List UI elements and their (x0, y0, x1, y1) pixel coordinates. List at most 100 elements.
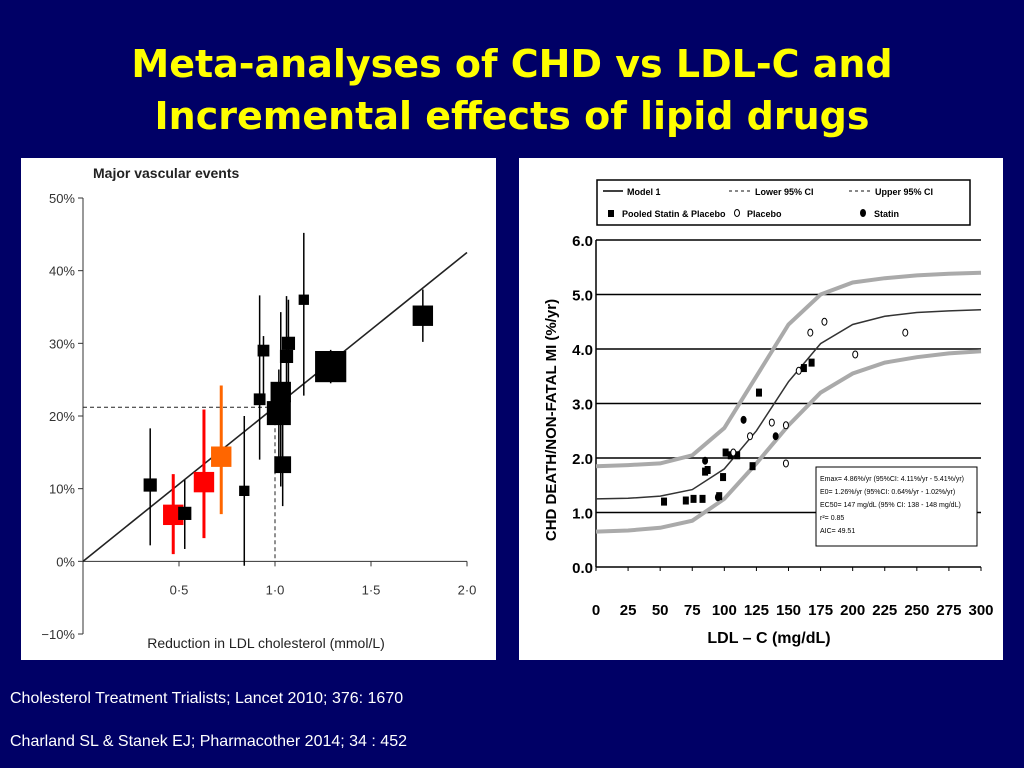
pooled-point (800, 364, 807, 373)
data-point-square (274, 456, 292, 474)
ctt-chart-panel: Major vascular events 50% 40% 30% 20% 10% 0% −… (21, 158, 496, 660)
pooled-point (690, 494, 697, 503)
legend-label-pooled: Pooled Statin & Placebo (622, 209, 726, 219)
pooled-point (734, 451, 741, 460)
placebo-point (821, 317, 828, 326)
stats-box-frame (815, 466, 978, 547)
data-point-square (143, 478, 157, 492)
legend-box (596, 179, 971, 226)
y-tick-label: 20% (49, 409, 75, 424)
stats-box-line: E0= 1.26%/yr (95%CI: 0.64%/yr - 1.02%/yr… (820, 489, 955, 496)
pooled-point (699, 494, 706, 503)
chart-2-y-axis-label: CHD DEATH/NON-FATAL MI (%/yr) (543, 299, 560, 541)
pooled-point (661, 497, 668, 506)
ldl-chd-line-chart: Model 1 Lower 95% CI Upper 95% CI Pooled St… (543, 179, 994, 647)
x-tick-label: 75 (684, 602, 701, 619)
legend-label-placebo: Placebo (747, 209, 782, 219)
slide-title-line-2: Incremental effects of lipid drugs (154, 94, 870, 138)
data-point-square (193, 471, 215, 493)
y-tick-label: 40% (49, 264, 75, 279)
x-tick-label: 2·0 (458, 582, 477, 597)
x-tick-label: 100 (712, 602, 737, 619)
citation-charland: Charland SL & Stanek EJ; Pharmacother 20… (10, 733, 407, 750)
pooled-point (727, 451, 734, 460)
legend-label-statin: Statin (874, 209, 899, 219)
placebo-point (782, 459, 789, 468)
data-point-square (253, 393, 266, 406)
legend-label-upper: Upper 95% CI (875, 187, 933, 197)
legend-label-model: Model 1 (627, 187, 661, 197)
y-tick-label: 30% (49, 336, 75, 351)
x-tick-label: 50 (652, 602, 669, 619)
data-point-square (315, 350, 347, 383)
x-tick-label: 0 (592, 602, 600, 619)
x-tick-label: 150 (776, 602, 801, 619)
chart-1-marks (82, 232, 468, 566)
y-tick-label: 4.0 (572, 342, 593, 359)
y-tick-label: 3.0 (572, 397, 593, 414)
legend-swatch-pooled (608, 210, 614, 217)
statin-point (740, 415, 747, 424)
data-point-square (257, 344, 270, 357)
pooled-point (755, 388, 762, 397)
x-tick-label: 1·5 (362, 582, 381, 597)
y-tick-label: 6.0 (572, 233, 593, 250)
x-tick-label: 25 (620, 602, 637, 619)
statin-point (714, 493, 721, 502)
x-tick-label: 300 (968, 602, 993, 619)
chart-2-x-axis-label: LDL – C (mg/dL) (707, 630, 830, 647)
statin-point (702, 456, 709, 465)
data-point-square (281, 336, 296, 350)
y-tick-label: 0.0 (572, 560, 593, 577)
stats-box-line: AIC= 49.51 (820, 528, 855, 535)
series-curve (595, 309, 982, 500)
pooled-point (704, 465, 711, 474)
stats-box-line: Emax= 4.86%/yr (95%CI: 4.11%/yr - 5.41%/… (820, 476, 964, 483)
pooled-point (722, 448, 729, 457)
placebo-point (747, 432, 753, 441)
x-tick-label: 225 (872, 602, 897, 619)
placebo-point (852, 350, 859, 359)
x-tick-label: 0·5 (170, 582, 189, 597)
series-curve (595, 270, 982, 469)
chart-1-axes: 50% 40% 30% 20% 10% 0% −10% 0·5 1·0 1·5 2·0 (41, 191, 476, 642)
x-tick-label: 1·0 (266, 582, 285, 597)
y-tick-label: −10% (41, 627, 75, 642)
legend-label-lower: Lower 95% CI (755, 187, 814, 197)
chart-2-legend: Model 1 Lower 95% CI Upper 95% CI Pooled St… (596, 179, 971, 226)
chart-2-axes: 0.0 1.0 2.0 3.0 4.0 5.0 6.0 0 25 50 75 100 125 150 175… (572, 233, 993, 619)
chart-1-title: Major vascular events (93, 165, 240, 181)
y-tick-label: 10% (49, 482, 75, 497)
data-point-square (279, 349, 294, 364)
x-tick-label: 125 (744, 602, 769, 619)
y-tick-label: 1.0 (572, 506, 593, 523)
pooled-point (749, 462, 756, 471)
placebo-point (782, 421, 789, 430)
legend-swatch-placebo (734, 209, 740, 217)
y-tick-label: 50% (49, 191, 75, 206)
y-tick-label: 5.0 (572, 288, 593, 305)
chart-2-marks (595, 270, 982, 534)
chart-2-stats-box: Emax= 4.86%/yr (95%CI: 4.11%/yr - 5.41%/… (815, 466, 978, 547)
x-tick-label: 275 (936, 602, 961, 619)
data-point-square (178, 506, 192, 520)
pooled-point (682, 496, 689, 505)
citation-ctt: Cholesterol Treatment Trialists; Lancet … (10, 690, 404, 707)
ctt-scatter-chart: Major vascular events 50% 40% 30% 20% 10% 0% −… (41, 165, 476, 651)
pkpd-chart-panel: Model 1 Lower 95% CI Upper 95% CI Pooled St… (519, 158, 1003, 660)
pooled-point (720, 473, 727, 482)
placebo-point (902, 328, 909, 337)
placebo-point (730, 448, 737, 457)
stats-box-line: r²= 0.85 (820, 515, 844, 522)
placebo-point (795, 366, 802, 375)
legend-swatch-statin (860, 209, 866, 217)
placebo-point (807, 328, 814, 337)
x-tick-label: 200 (840, 602, 865, 619)
placebo-point (768, 418, 775, 427)
data-point-square (211, 446, 232, 467)
stats-box-line: EC50= 147 mg/dL (95% CI: 138 - 148 mg/dL… (820, 502, 961, 509)
statin-point (772, 432, 779, 441)
y-tick-label: 0% (56, 554, 75, 569)
data-point-square (412, 305, 434, 326)
x-tick-label: 250 (904, 602, 929, 619)
